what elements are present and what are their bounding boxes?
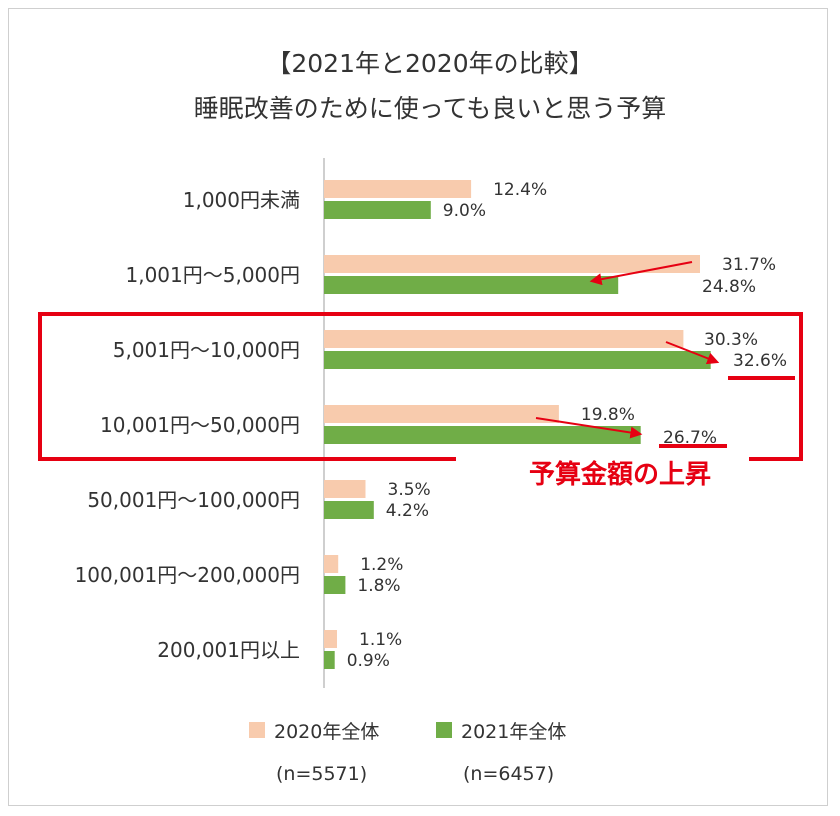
bar-2020 <box>324 330 684 348</box>
category-label: 100,001円～200,000円 <box>75 563 300 587</box>
value-label-2020: 31.7% <box>722 255 776 275</box>
arrow-increase-5001-10000 <box>665 341 720 365</box>
category-labels: 1,000円未満 1,001円～5,000円 5,001円～10,000円 10,00… <box>75 188 300 662</box>
bar-2021 <box>324 501 374 519</box>
value-label-2021: 9.0% <box>443 201 486 221</box>
bar-2021 <box>324 201 431 219</box>
value-label-2020: 1.1% <box>359 630 402 650</box>
bar-2021 <box>324 426 641 444</box>
bar-2020 <box>324 255 700 273</box>
value-label-2021: 32.6% <box>733 351 787 371</box>
legend-label-2021: 2021年全体 <box>461 721 566 743</box>
category-label: 1,000円未満 <box>183 188 300 212</box>
chart-frame <box>8 8 828 806</box>
category-label: 50,001円～100,000円 <box>87 488 300 512</box>
bar-2020 <box>324 480 366 498</box>
legend-label-2020: 2020年全体 <box>274 721 379 743</box>
category-label: 1,001円～5,000円 <box>125 263 300 287</box>
arrow-increase-10001-50000 <box>535 417 643 439</box>
category-label: 200,001円以上 <box>157 638 300 662</box>
chart-subtitle: 睡眠改善のために使っても良いと思う予算 <box>194 94 667 123</box>
bar-series <box>324 180 711 669</box>
bar-2021 <box>324 651 335 669</box>
bar-2020 <box>324 630 337 648</box>
bar-2020 <box>324 555 339 573</box>
annotation-text: 予算金額の上昇 <box>529 459 711 490</box>
value-label-2021: 1.8% <box>357 576 400 596</box>
legend-n-2021: (n=6457) <box>463 763 554 785</box>
bar-2021 <box>324 351 711 369</box>
legend-swatch-2021 <box>436 722 452 738</box>
value-label-2020: 30.3% <box>704 330 758 350</box>
category-label: 10,001円～50,000円 <box>100 413 300 437</box>
chart-title: 【2021年と2020年の比較】 <box>266 49 593 78</box>
legend-n-2020: (n=5571) <box>276 763 367 785</box>
value-label-2021: 24.8% <box>702 277 756 297</box>
value-labels: 12.4% 31.7% 30.3% 19.8% 3.5% 1.2% 1.1% 9.0% 24.8… <box>347 180 787 671</box>
category-label: 5,001円～10,000円 <box>113 338 300 362</box>
value-label-2020: 1.2% <box>360 555 403 575</box>
value-label-2021: 4.2% <box>386 501 429 521</box>
value-label-2020: 19.8% <box>581 405 635 425</box>
arrow-decrease-1001-5000 <box>589 261 693 286</box>
bar-2020 <box>324 180 472 198</box>
bar-2020 <box>324 405 559 423</box>
bar-2021 <box>324 576 346 594</box>
value-label-2021: 0.9% <box>347 651 390 671</box>
value-label-2021: 26.7% <box>663 428 717 448</box>
highlight-box <box>38 312 803 461</box>
value-label-2020: 3.5% <box>388 480 431 500</box>
bar-2021 <box>324 276 619 294</box>
legend-swatch-2020 <box>249 722 265 738</box>
value-label-2020: 12.4% <box>493 180 547 200</box>
